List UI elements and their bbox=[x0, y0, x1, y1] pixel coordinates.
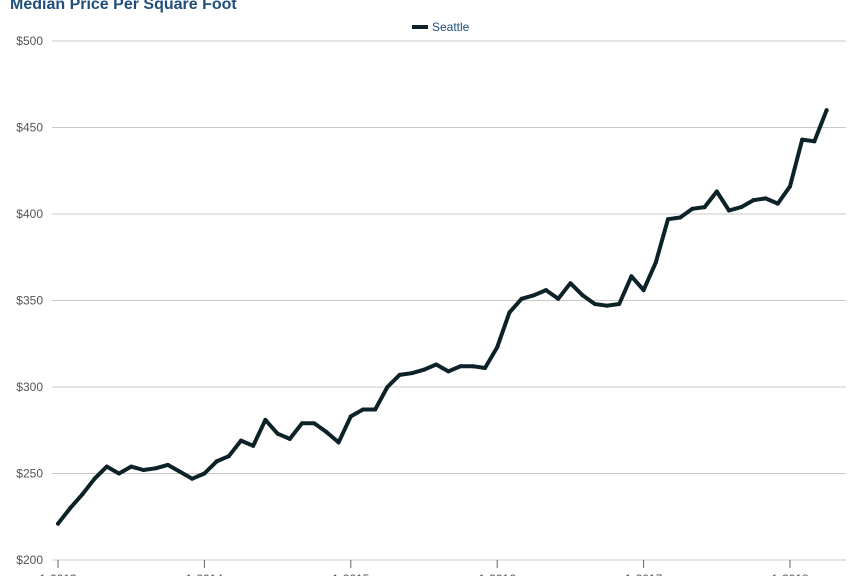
data-point bbox=[714, 189, 719, 194]
y-tick-label: $400 bbox=[16, 207, 43, 221]
data-point bbox=[592, 301, 597, 306]
y-tick-label: $250 bbox=[16, 467, 43, 481]
y-tick-label: $450 bbox=[16, 121, 43, 135]
y-tick-label: $500 bbox=[16, 34, 43, 48]
x-tick-label: 1-2014 bbox=[186, 572, 224, 576]
data-point bbox=[653, 260, 658, 265]
data-point bbox=[751, 198, 756, 203]
data-point bbox=[287, 436, 292, 441]
x-tick-label: 1-2016 bbox=[479, 572, 517, 576]
data-point bbox=[68, 506, 73, 511]
data-point bbox=[397, 372, 402, 377]
data-point bbox=[178, 469, 182, 474]
data-point bbox=[690, 206, 695, 211]
data-point bbox=[775, 201, 780, 206]
data-point bbox=[275, 431, 280, 436]
data-point bbox=[812, 139, 817, 144]
data-point bbox=[165, 462, 170, 467]
data-point bbox=[678, 215, 683, 220]
data-point bbox=[104, 464, 109, 469]
data-point bbox=[56, 521, 60, 526]
data-point bbox=[519, 296, 524, 301]
grid-lines bbox=[52, 40, 846, 561]
data-point bbox=[739, 205, 744, 210]
data-point bbox=[727, 208, 731, 213]
data-point bbox=[556, 296, 561, 301]
data-point bbox=[446, 369, 451, 374]
data-point bbox=[385, 385, 390, 389]
data-point bbox=[641, 288, 646, 293]
data-point bbox=[495, 345, 500, 350]
data-point bbox=[507, 310, 512, 315]
data-point bbox=[92, 476, 97, 481]
data-point bbox=[702, 205, 707, 210]
data-point bbox=[617, 301, 622, 306]
data-point bbox=[531, 293, 536, 298]
data-point bbox=[824, 108, 829, 113]
chart-title: Median Price Per Square Foot bbox=[10, 0, 237, 13]
x-axis: 1-2013 1-2014 1-2015 1-2016 1-2017 1-2018 bbox=[39, 560, 809, 576]
data-point bbox=[544, 288, 548, 293]
data-point bbox=[312, 421, 317, 426]
data-point bbox=[580, 293, 585, 298]
y-axis-ticks: $200 $250 $300 $350 $400 $450 $500 bbox=[16, 34, 43, 567]
data-point bbox=[458, 364, 463, 369]
data-point bbox=[763, 196, 768, 201]
data-point bbox=[605, 303, 609, 308]
data-point bbox=[568, 281, 573, 286]
x-tick-label: 1-2015 bbox=[332, 572, 370, 576]
data-point bbox=[666, 217, 670, 222]
data-point bbox=[434, 362, 439, 367]
data-point bbox=[263, 417, 268, 422]
data-point bbox=[422, 367, 426, 372]
data-point bbox=[214, 459, 219, 464]
data-point bbox=[239, 438, 243, 443]
data-point bbox=[226, 454, 231, 459]
legend: Seattle bbox=[412, 20, 470, 34]
data-point bbox=[629, 274, 634, 279]
x-tick-label: 1-2013 bbox=[39, 572, 77, 576]
series-line-seattle bbox=[56, 108, 829, 526]
data-point bbox=[300, 421, 304, 426]
data-point bbox=[373, 407, 378, 412]
data-point bbox=[80, 492, 85, 497]
y-tick-label: $300 bbox=[16, 380, 43, 394]
data-point bbox=[129, 464, 134, 469]
series-layer bbox=[56, 108, 829, 526]
y-tick-label: $200 bbox=[16, 553, 43, 567]
data-point bbox=[361, 407, 365, 412]
data-point bbox=[190, 476, 195, 481]
data-point bbox=[348, 414, 353, 419]
x-tick-label: 1-2018 bbox=[771, 572, 809, 576]
legend-label: Seattle bbox=[432, 20, 470, 34]
data-point bbox=[251, 443, 256, 448]
data-point bbox=[788, 184, 792, 189]
data-point bbox=[800, 137, 805, 142]
data-point bbox=[336, 440, 341, 445]
data-point bbox=[324, 429, 329, 434]
data-point bbox=[470, 364, 475, 369]
data-point bbox=[153, 466, 158, 471]
data-point bbox=[202, 471, 207, 476]
x-tick-label: 1-2017 bbox=[625, 572, 663, 576]
data-point bbox=[483, 365, 487, 370]
data-point bbox=[117, 471, 121, 476]
y-tick-label: $350 bbox=[16, 294, 43, 308]
data-point bbox=[141, 468, 146, 473]
data-point bbox=[409, 371, 414, 376]
